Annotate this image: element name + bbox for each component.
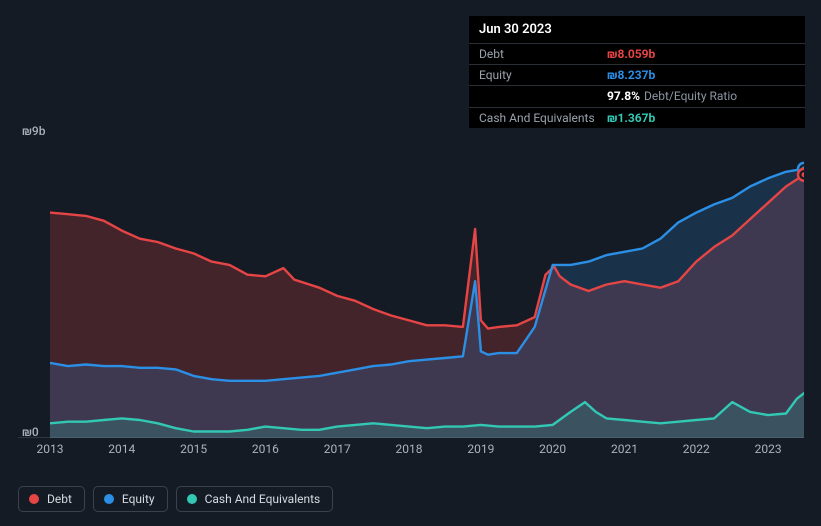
- tooltip-date: Jun 30 2023: [469, 16, 805, 43]
- x-axis-tick: 2013: [37, 442, 64, 456]
- x-axis-tick: 2018: [396, 442, 423, 456]
- x-axis-tick: 2020: [539, 442, 566, 456]
- legend-label: Debt: [47, 492, 72, 506]
- legend-dot-icon: [104, 494, 114, 504]
- legend-dot-icon: [187, 494, 197, 504]
- legend-item-debt[interactable]: Debt: [18, 486, 85, 512]
- x-axis-tick: 2023: [755, 442, 782, 456]
- x-axis-tick: 2014: [108, 442, 135, 456]
- tooltip-row: Equity₪8.237b: [469, 64, 805, 85]
- chart-legend: Debt Equity Cash And Equivalents: [18, 486, 333, 512]
- y-axis-zero-label: ₪0: [22, 425, 39, 439]
- tooltip-row: 97.8% Debt/Equity Ratio: [469, 85, 805, 106]
- legend-item-equity[interactable]: Equity: [93, 486, 168, 512]
- x-axis-tick: 2015: [180, 442, 207, 456]
- x-axis-tick: 2022: [683, 442, 710, 456]
- legend-label: Equity: [122, 492, 155, 506]
- tooltip-row-label: Debt: [479, 47, 607, 61]
- chart-svg: [50, 144, 804, 438]
- chart-tooltip: Jun 30 2023 Debt₪8.059bEquity₪8.237b97.8…: [469, 16, 805, 128]
- x-axis-tick: 2021: [611, 442, 638, 456]
- y-axis-max-label: ₪9b: [22, 124, 804, 138]
- legend-label: Cash And Equivalents: [205, 492, 321, 506]
- tooltip-row-extra: Debt/Equity Ratio: [644, 89, 737, 103]
- tooltip-row-value: ₪8.059b: [607, 47, 655, 61]
- chart-plot-area[interactable]: ₪0: [18, 144, 804, 438]
- x-axis: 2013201420152016201720182019202020212022…: [50, 438, 804, 458]
- tooltip-row-label: Cash And Equivalents: [479, 111, 607, 125]
- tooltip-row-label: Equity: [479, 68, 607, 82]
- tooltip-row-value: ₪1.367b: [607, 111, 655, 125]
- debt-equity-chart: ₪9b ₪0 2013 2014 2015 2016 2017 2018 2019 2020 2…: [18, 124, 804, 458]
- x-axis-tick: 2016: [252, 442, 279, 456]
- tooltip-row-label: [479, 89, 607, 103]
- x-axis-tick: 2017: [324, 442, 351, 456]
- tooltip-row-value: 97.8%: [607, 89, 640, 103]
- tooltip-row: Debt₪8.059b: [469, 43, 805, 64]
- legend-item-cash-and-equivalents[interactable]: Cash And Equivalents: [176, 486, 334, 512]
- x-axis-tick: 2019: [467, 442, 494, 456]
- legend-dot-icon: [29, 494, 39, 504]
- tooltip-row-value: ₪8.237b: [607, 68, 655, 82]
